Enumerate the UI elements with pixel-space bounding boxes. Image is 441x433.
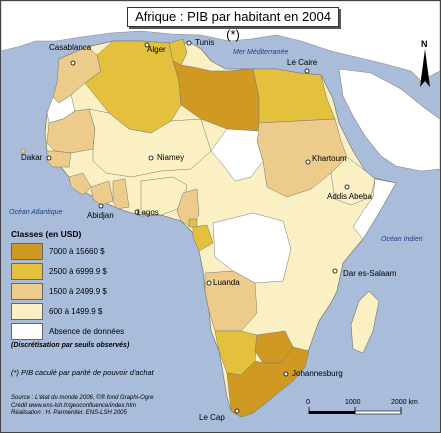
scale-label-2000: 2000 km [391, 399, 418, 406]
legend-row: 600 à 1499.9 $ [11, 302, 176, 320]
legend-row: 1500 à 2499.9 $ [11, 282, 176, 300]
credits: Source : L'état du monde 2006, ©® fond G… [11, 395, 153, 418]
sea-label-atlantic: Océan Atlantique [9, 209, 63, 216]
scale-label-1000: 1000 [345, 399, 361, 406]
city-marker-addis-abeba [344, 184, 350, 190]
city-marker-johannesburg [283, 371, 289, 377]
city-label-niamey: Niamey [157, 153, 185, 162]
north-label: N [421, 39, 428, 49]
scale-label-0: 0 [306, 399, 310, 406]
island-cape-verde [20, 148, 26, 154]
city-label-tunis: Tunis [195, 38, 215, 47]
scale-bar [308, 407, 402, 415]
city-marker-luanda [206, 280, 212, 286]
city-label-abidjan: Abidjan [87, 211, 114, 220]
region-arabia [338, 68, 440, 172]
city-marker-dar-es-salaam [332, 268, 338, 274]
legend-label: 7000 à 15660 $ [49, 246, 105, 256]
legend-swatch [11, 262, 43, 280]
legend-label: 1500 à 2499.9 $ [49, 286, 107, 296]
city-marker-dakar [46, 155, 52, 161]
city-label-dar-es-salaam: Dar es-Salaam [343, 269, 397, 278]
country-chad [210, 128, 264, 182]
credits-author: Réalisation : H. Parmentier. ENS-LSH 200… [11, 410, 127, 416]
legend-swatch [11, 242, 43, 260]
city-marker-casablanca [70, 60, 76, 66]
legend-row: 7000 à 15660 $ [11, 242, 176, 260]
country-sahel [88, 108, 212, 178]
country-ethiopia [330, 156, 376, 206]
legend-label: Absence de données [49, 326, 125, 336]
city-label-lagos: Lagos [137, 208, 159, 217]
city-marker-tunis [186, 40, 192, 46]
city-marker-niamey [148, 155, 154, 161]
country-egypt [252, 68, 336, 124]
legend-row: Absence de données [11, 322, 176, 340]
map-title: Afrique : PIB par habitant en 2004 (*) [127, 7, 339, 42]
city-label-dakar: Dakar [21, 153, 43, 162]
legend-title: Classes (en USD) [11, 229, 82, 239]
island-madagascar [350, 290, 380, 354]
north-arrow [420, 49, 430, 87]
city-marker-le-caire [304, 68, 310, 74]
legend-swatch [11, 322, 43, 340]
legend: Classes (en USD) 7000 à 15660 $ 2500 à 6… [11, 229, 176, 349]
city-label-luanda: Luanda [213, 278, 240, 287]
city-marker-khartoum [305, 159, 311, 165]
sea-label-indian: Océan Indien [381, 236, 423, 243]
city-label-casablanca: Casablanca [49, 43, 92, 52]
country-algeria [84, 40, 182, 134]
legend-label: 2500 à 6999.9 $ [49, 266, 107, 276]
country-ivory-coast [90, 180, 114, 206]
country-senegal [46, 150, 72, 168]
legend-swatch [11, 302, 43, 320]
city-label-alger: Alger [147, 45, 166, 54]
country-drc [212, 212, 292, 284]
country-somalia [352, 178, 397, 240]
city-marker-abidjan [98, 203, 104, 209]
legend-note: (Discrétisation par seuils observés) [11, 342, 130, 349]
city-marker-alger [144, 42, 150, 48]
city-markers [46, 40, 350, 414]
country-gabon [192, 224, 214, 252]
country-guinea [68, 172, 92, 196]
country-tunisia [168, 38, 188, 66]
city-label-le-cap: Le Cap [199, 413, 225, 422]
city-label-khartoum: Khartoum [312, 154, 347, 163]
country-ghana [112, 178, 130, 210]
credits-source: Source : L'état du monde 2006, ©® fond G… [11, 395, 154, 401]
city-label-addis-abeba: Addis Abeba [327, 192, 372, 201]
country-morocco [52, 46, 102, 104]
city-label-johannesburg: Johannesburg [292, 369, 343, 378]
city-marker-le-cap [234, 408, 240, 414]
city-marker-lagos [134, 209, 140, 215]
sea-label-mediterranean: Mer Méditerranée [233, 49, 289, 56]
country-equatorial-guinea [188, 218, 198, 228]
legend-row: 2500 à 6999.9 $ [11, 262, 176, 280]
country-south-africa [226, 346, 310, 418]
city-label-le-caire: Le Caire [287, 58, 318, 67]
legend-label: 600 à 1499.9 $ [49, 306, 103, 316]
credits-url: Crédit www.ens-lsh.fr/geoconfluence/inde… [11, 402, 137, 409]
legend-swatch [11, 282, 43, 300]
footnote: (*) PIB caculé par parité de pouvoir d'a… [11, 368, 154, 377]
